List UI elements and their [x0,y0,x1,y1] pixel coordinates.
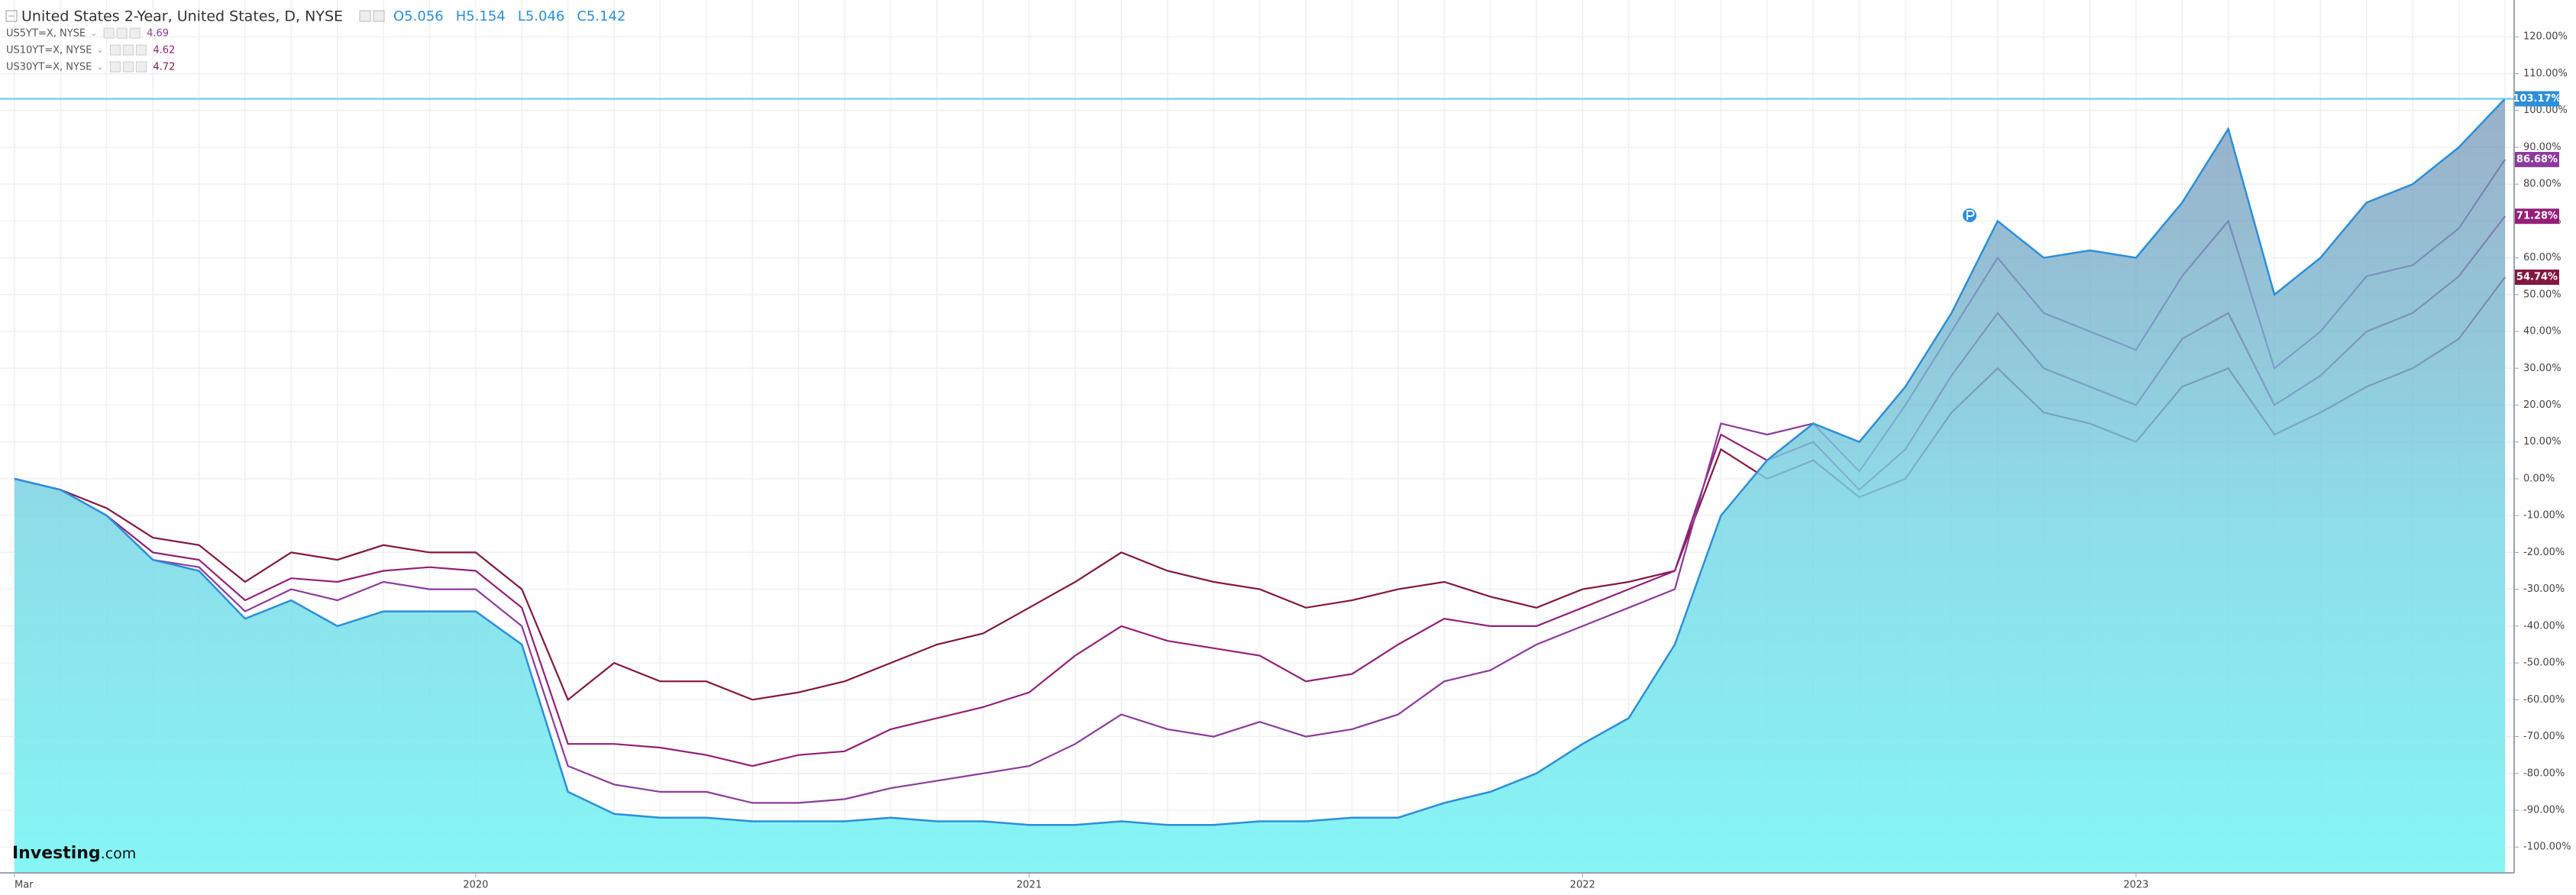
ohlc-item: O5.056 [393,8,444,24]
legend-icon[interactable] [135,61,147,73]
y-tick-label: 80.00% [2523,179,2561,190]
plot [0,98,2514,873]
legend-icon[interactable] [109,61,121,73]
y-tick-label: 0.00% [2523,473,2555,484]
legend-label: US30YT=X, NYSE [6,62,92,73]
last-value-label: 54.74% [2516,271,2558,283]
x-tick-label: 2021 [1017,880,1042,891]
y-tick-label: 110.00% [2523,68,2568,79]
y-tick-label: 40.00% [2523,326,2561,338]
ohlc-value: 5.056 [404,8,444,24]
event-marker-glyph [1967,210,1975,220]
series-line [14,98,2506,826]
x-tick-label: Mar [15,880,34,891]
ohlc-label: O [393,8,404,24]
legend-caret: ⌄ [96,62,103,72]
last-value-box [2515,91,2559,107]
legend-label: US10YT=X, NYSE [6,45,92,57]
ohlc-item: C5.142 [577,8,625,24]
x-tick-label: 2020 [463,880,488,891]
ohlc-label: L [518,8,525,24]
legend-icon[interactable] [122,44,134,56]
legend-quote: 4.69 [147,28,169,40]
y-tick-label: -10.00% [2523,510,2565,522]
y-tick-label: 120.00% [2523,31,2568,43]
event-marker[interactable] [1961,207,1978,224]
legend: United States 2-Year, United States, D, … [5,8,625,73]
area-fill [15,99,2505,873]
y-tick-label: -30.00% [2523,583,2565,595]
logo: Investing.com [12,844,136,863]
legend-icon[interactable] [109,44,121,56]
y-tick-label: -70.00% [2523,731,2565,742]
ohlc-value: 5.046 [525,8,565,24]
y-tick-label: -20.00% [2523,547,2565,558]
last-value-label: 86.68% [2516,153,2558,165]
x-tick-label: 2023 [2123,880,2148,891]
legend-icon[interactable] [122,61,134,73]
legend-caret: ⌄ [96,45,103,55]
y-tick-label: 50.00% [2523,289,2561,300]
legend-caret: ⌄ [90,28,97,38]
y-tick-label: -50.00% [2523,658,2565,669]
chart-title: United States 2-Year, United States, D, … [21,8,343,25]
logo-suffix: .com [101,845,137,862]
legend-icon[interactable] [129,27,141,39]
y-tick-label: 90.00% [2523,141,2561,153]
legend-icon[interactable] [116,27,128,39]
legend-quote: 4.62 [153,45,175,57]
y-tick-label: -100.00% [2523,842,2571,853]
last-value-box [2515,151,2559,167]
settings-icon[interactable] [359,10,371,22]
y-tick-label: 20.00% [2523,399,2561,411]
legend-icon[interactable] [135,44,147,56]
legend-icon[interactable] [103,27,115,39]
last-value-box [2515,269,2559,285]
last-value-box [2515,208,2559,225]
y-tick-label: 30.00% [2523,363,2561,374]
y-tick-label: -80.00% [2523,767,2565,779]
y-tick-label: 100.00% [2523,105,2568,116]
y-tick-label: 10.00% [2523,436,2561,448]
ohlc-item: H5.154 [456,8,506,24]
y-tick-label: -40.00% [2523,620,2565,632]
ohlc-item: L5.046 [518,8,565,24]
legend-label: US5YT=X, NYSE [6,28,86,40]
axes: -100.00% -90.00% -80.00% -70.00% -60.00% -50.… [14,31,2571,891]
x-tick-label: 2022 [1570,880,1595,891]
ohlc-label: H [456,8,467,24]
logo-word: Investing [12,844,101,863]
y-tick-label: -90.00% [2523,805,2565,816]
ohlc-label: C [577,8,587,24]
ohlc-value: 5.142 [587,8,626,24]
last-value-label: 103.17% [2513,93,2561,105]
last-value-label: 71.28% [2516,211,2558,222]
close-icon[interactable] [373,10,385,22]
legend-quote: 4.72 [153,62,175,73]
y-tick-label: 60.00% [2523,252,2561,263]
logo-main: Investing.com [12,844,136,863]
y-tick-label: -60.00% [2523,694,2565,706]
ohlc-value: 5.154 [466,8,506,24]
collapse-icon[interactable] [5,10,18,22]
